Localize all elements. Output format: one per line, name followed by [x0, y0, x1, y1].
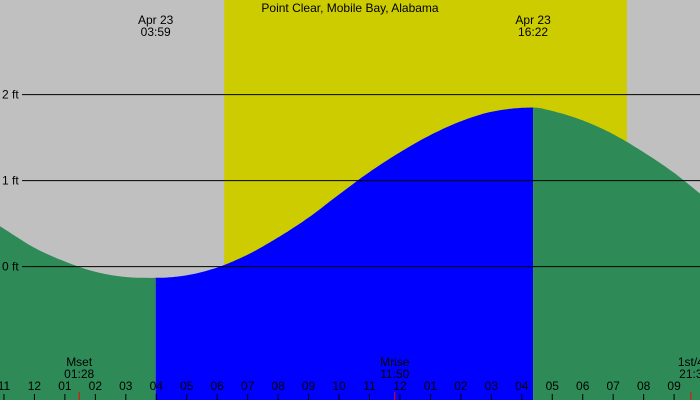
- moon-event-label: 1st/4: [678, 355, 700, 369]
- tide-event-date: Apr 23: [515, 13, 551, 27]
- hour-tick-label: 08: [271, 379, 285, 393]
- moon-event-label: Mset: [66, 355, 93, 369]
- hour-tick-label: 03: [485, 379, 499, 393]
- hour-tick-label: 03: [119, 379, 133, 393]
- tide-area-before-low: [0, 226, 156, 400]
- gridlines: 0 ft 1 ft 2 ft: [2, 88, 700, 274]
- moon-event-time: 21:3: [679, 367, 700, 381]
- y-tick-label: 2 ft: [2, 88, 19, 102]
- hour-tick-label: 02: [89, 379, 103, 393]
- hour-tick-label: 08: [637, 379, 651, 393]
- hour-tick-label: 07: [241, 379, 255, 393]
- chart-title: Point Clear, Mobile Bay, Alabama: [261, 1, 439, 15]
- hour-tick-label: 12: [28, 379, 42, 393]
- hour-tick-label: 06: [211, 379, 225, 393]
- hour-tick-label: 09: [667, 379, 681, 393]
- y-tick-label: 1 ft: [2, 174, 19, 188]
- tide-event-time: 16:22: [518, 25, 548, 39]
- hour-tick-label: 06: [576, 379, 590, 393]
- hour-tick-label: 10: [332, 379, 346, 393]
- hour-tick-label: 07: [607, 379, 621, 393]
- tide-event-time: 03:59: [141, 25, 171, 39]
- hour-tick-label: 09: [302, 379, 316, 393]
- tide-event-date: Apr 23: [138, 13, 174, 27]
- y-tick-label: 0 ft: [2, 260, 19, 274]
- hour-tick-label: 05: [546, 379, 560, 393]
- hour-tick-label: 02: [454, 379, 468, 393]
- hour-tick-label: 12: [393, 379, 407, 393]
- hour-tick-label: 11: [0, 379, 11, 393]
- moon-event-label: Mrise: [380, 355, 410, 369]
- hour-tick-label: 11: [363, 379, 376, 393]
- hour-tick-label: 01: [58, 379, 72, 393]
- moon-event-time: 11:50: [380, 367, 409, 381]
- hour-tick-label: 04: [515, 379, 529, 393]
- hour-ticks: 11 12 01 02 03 04 05 06 07 08 09 10 11 12 01 02 03 04 05 06…: [0, 379, 681, 400]
- hour-tick-label: 05: [180, 379, 194, 393]
- hour-tick-label: 04: [150, 379, 164, 393]
- moon-event-time: 01:28: [64, 367, 94, 381]
- hour-tick-label: 01: [424, 379, 438, 393]
